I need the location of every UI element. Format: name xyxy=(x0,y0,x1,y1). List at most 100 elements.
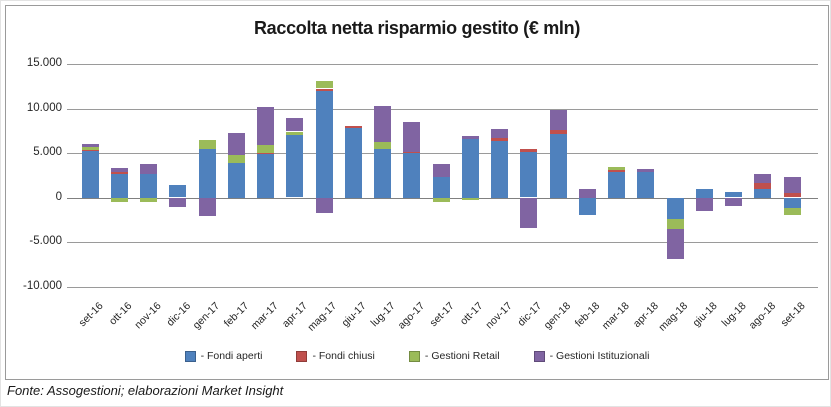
bar-segment-gestioni-retail-feb-17 xyxy=(228,155,245,163)
bar-segment-gestioni-istituzionali-lug-17 xyxy=(374,106,391,142)
bar-segment-gestioni-retail-ott-17 xyxy=(462,198,479,200)
legend-swatch-fondi-aperti xyxy=(184,350,196,362)
x-axis-tick-label: mar-18 xyxy=(599,300,632,333)
gridline xyxy=(67,109,818,110)
x-axis-tick-label: ott-16 xyxy=(107,300,135,328)
x-axis-tick-label: gen-18 xyxy=(541,300,574,332)
bar-segment-fondi-aperti-gen-17 xyxy=(199,149,216,198)
legend-swatch-gestioni-retail xyxy=(408,350,420,362)
x-axis-tick-label: giu-17 xyxy=(339,300,369,330)
x-axis-tick-label: ott-17 xyxy=(458,300,486,328)
x-axis-tick-label: set-18 xyxy=(778,300,808,330)
x-axis-tick-label: gen-17 xyxy=(190,300,223,332)
bar-segment-fondi-aperti-lug-18 xyxy=(725,192,742,197)
x-axis-tick-label: ago-17 xyxy=(395,300,428,332)
bar-segment-fondi-aperti-giu-18 xyxy=(696,189,713,198)
y-axis-tick-label: 10.000 xyxy=(26,102,62,114)
bar-segment-fondi-aperti-dic-17 xyxy=(520,151,537,197)
bar-segment-fondi-chiusi-mag-17 xyxy=(316,89,333,91)
y-axis-tick-label: 5.000 xyxy=(33,146,62,158)
bar-segment-fondi-chiusi-ott-16 xyxy=(111,172,128,174)
bar-segment-gestioni-istituzionali-mar-17 xyxy=(257,107,274,145)
y-axis-tick-label: 15.000 xyxy=(26,57,62,69)
bar-segment-gestioni-istituzionali-ott-17 xyxy=(462,136,479,139)
bar-segment-gestioni-istituzionali-mag-17 xyxy=(316,198,333,213)
x-axis-tick-label: nov-16 xyxy=(132,300,164,332)
bar-segment-gestioni-istituzionali-apr-18 xyxy=(637,169,654,172)
legend-item-gestioni-retail: - Gestioni Retail xyxy=(408,350,500,362)
bar-segment-gestioni-retail-set-16 xyxy=(82,147,99,150)
bar-segment-gestioni-retail-mag-18 xyxy=(667,219,684,229)
legend-label: - Fondi aperti xyxy=(200,350,263,362)
bar-segment-fondi-aperti-mag-18 xyxy=(667,198,684,219)
bar-segment-fondi-aperti-lug-17 xyxy=(374,149,391,198)
bar-segment-gestioni-istituzionali-mag-18 xyxy=(667,229,684,259)
x-axis-tick-label: mag-17 xyxy=(305,300,340,334)
bar-segment-fondi-chiusi-ago-17 xyxy=(403,152,420,153)
x-axis-tick-label: set-17 xyxy=(427,300,457,330)
bar-segment-fondi-chiusi-nov-17 xyxy=(491,138,508,141)
legend-label: - Gestioni Retail xyxy=(424,350,500,362)
bar-segment-gestioni-istituzionali-nov-17 xyxy=(491,129,508,138)
bar-segment-fondi-aperti-nov-16 xyxy=(140,174,157,198)
x-axis-tick-label: dic-16 xyxy=(164,300,194,329)
bar-segment-gestioni-retail-apr-17 xyxy=(286,132,303,135)
gridline xyxy=(67,64,818,65)
x-axis-tick-label: feb-18 xyxy=(573,300,603,330)
bar-segment-fondi-aperti-mar-17 xyxy=(257,154,274,198)
bar-segment-gestioni-retail-mar-17 xyxy=(257,145,274,153)
y-axis-tick-label: -10.000 xyxy=(22,280,62,292)
legend-item-fondi-chiusi: - Fondi chiusi xyxy=(296,350,375,362)
bar-segment-gestioni-istituzionali-feb-18 xyxy=(579,189,596,198)
bar-segment-fondi-aperti-apr-17 xyxy=(286,134,303,197)
legend-label: - Fondi chiusi xyxy=(312,350,375,362)
gridline xyxy=(67,242,818,243)
bar-segment-gestioni-retail-mar-18 xyxy=(608,167,625,170)
bar-segment-gestioni-istituzionali-apr-17 xyxy=(286,118,303,131)
bar-segment-gestioni-istituzionali-feb-17 xyxy=(228,133,245,155)
bar-segment-fondi-aperti-mar-18 xyxy=(608,172,625,198)
bar-segment-gestioni-istituzionali-set-17 xyxy=(433,164,450,177)
bar-segment-fondi-chiusi-mar-17 xyxy=(257,153,274,154)
bar-segment-fondi-chiusi-mar-18 xyxy=(608,169,625,172)
bar-segment-fondi-aperti-apr-18 xyxy=(637,172,654,198)
bar-segment-fondi-aperti-nov-17 xyxy=(491,141,508,198)
y-axis-tick-label: 0 xyxy=(55,191,62,203)
bar-segment-gestioni-retail-ott-16 xyxy=(111,198,128,202)
bar-segment-fondi-aperti-set-18 xyxy=(784,198,801,208)
bar-segment-fondi-aperti-dic-16 xyxy=(169,185,186,197)
bar-segment-fondi-chiusi-giu-17 xyxy=(345,126,362,128)
x-axis-tick-label: mag-18 xyxy=(656,300,691,334)
x-axis-tick-label: ago-18 xyxy=(746,300,779,332)
bar-segment-fondi-aperti-giu-17 xyxy=(345,128,362,198)
bar-segment-gestioni-istituzionali-dic-17 xyxy=(520,198,537,228)
bar-segment-fondi-aperti-mag-17 xyxy=(316,91,333,198)
x-axis-tick-label: feb-17 xyxy=(222,300,252,330)
chart-frame: Raccolta netta risparmio gestito (€ mln)… xyxy=(5,5,829,380)
legend-label: - Gestioni Istituzionali xyxy=(549,350,650,362)
bar-segment-gestioni-istituzionali-gen-18 xyxy=(550,110,567,130)
x-axis-tick-label: giu-18 xyxy=(690,300,720,330)
gridline xyxy=(67,153,818,154)
bar-segment-gestioni-istituzionali-set-18 xyxy=(784,177,801,193)
bar-segment-fondi-chiusi-set-18 xyxy=(784,193,801,197)
bar-segment-gestioni-istituzionali-gen-17 xyxy=(199,198,216,216)
bar-segment-fondi-chiusi-set-16 xyxy=(82,150,99,151)
chart-title: Raccolta netta risparmio gestito (€ mln) xyxy=(253,18,581,38)
bar-segment-fondi-chiusi-dic-17 xyxy=(520,149,537,152)
bar-segment-gestioni-retail-nov-16 xyxy=(140,198,157,202)
gridline xyxy=(67,287,818,288)
bar-segment-gestioni-istituzionali-set-16 xyxy=(82,144,99,147)
x-axis-tick-label: lug-17 xyxy=(368,300,398,330)
bar-segment-gestioni-retail-set-17 xyxy=(433,198,450,202)
bar-segment-fondi-aperti-ago-17 xyxy=(403,153,420,198)
x-axis-tick-label: set-16 xyxy=(76,300,106,330)
bar-segment-gestioni-istituzionali-nov-16 xyxy=(140,164,157,174)
bar-segment-fondi-chiusi-gen-18 xyxy=(550,130,567,134)
bar-segment-gestioni-istituzionali-giu-18 xyxy=(696,198,713,211)
bar-segment-fondi-chiusi-ago-18 xyxy=(754,183,771,189)
bar-segment-fondi-aperti-gen-18 xyxy=(550,134,567,198)
bar-segment-gestioni-istituzionali-ago-18 xyxy=(754,174,771,183)
bar-segment-gestioni-istituzionali-ott-16 xyxy=(111,168,128,172)
